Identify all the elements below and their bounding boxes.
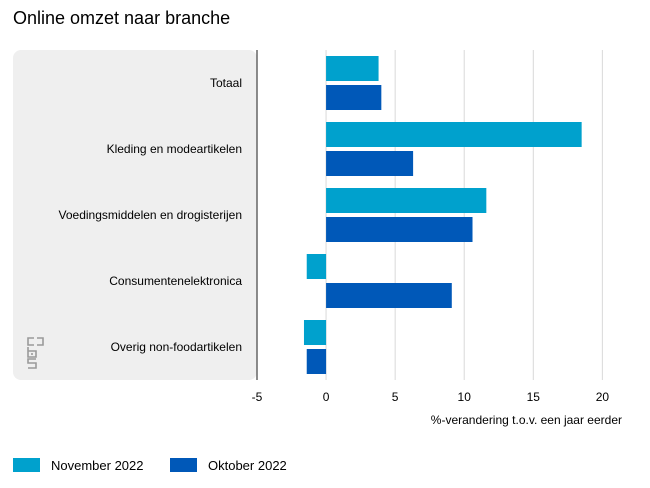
bar-november-0 (326, 56, 379, 81)
legend-swatch (170, 458, 197, 472)
bar-oktober-3 (326, 283, 452, 308)
x-tick-label: 15 (527, 390, 541, 404)
bar-oktober-1 (326, 151, 414, 176)
legend-swatch (13, 458, 40, 472)
legend-label: November 2022 (51, 458, 144, 473)
legend-label: Oktober 2022 (208, 458, 287, 473)
legend: November 2022 Oktober 2022 (13, 458, 287, 473)
category-labels: Totaal Kleding en modeartikelen Voedingsmi… (59, 76, 243, 354)
x-tick-label: 5 (392, 390, 399, 404)
cbs-logo-icon (27, 337, 44, 369)
bar-november-1 (326, 122, 582, 147)
bar-oktober-2 (326, 217, 473, 242)
category-label: Kleding en modeartikelen (107, 142, 242, 156)
x-tick-label: 20 (596, 390, 610, 404)
bar-november-2 (326, 188, 487, 213)
bar-november-3 (306, 254, 327, 279)
category-label: Consumentenelektronica (109, 274, 242, 288)
bars (303, 56, 582, 374)
category-label: Voedingsmiddelen en drogisterijen (59, 208, 242, 222)
bar-oktober-0 (326, 85, 382, 110)
x-tick-label: 0 (323, 390, 330, 404)
x-tick-label: 10 (458, 390, 472, 404)
bar-november-4 (303, 320, 327, 345)
category-label: Totaal (210, 76, 242, 90)
bar-oktober-4 (306, 349, 327, 374)
x-axis-ticks: -5 0 5 10 15 20 %-verandering t.o.v. een jaar … (252, 390, 622, 427)
x-tick-label: -5 (252, 390, 263, 404)
x-axis-title: %-verandering t.o.v. een jaar eerder (431, 413, 622, 427)
category-label: Overig non-foodartikelen (111, 340, 242, 354)
chart-title: Online omzet naar branche (13, 8, 231, 28)
label-panel (13, 50, 257, 380)
